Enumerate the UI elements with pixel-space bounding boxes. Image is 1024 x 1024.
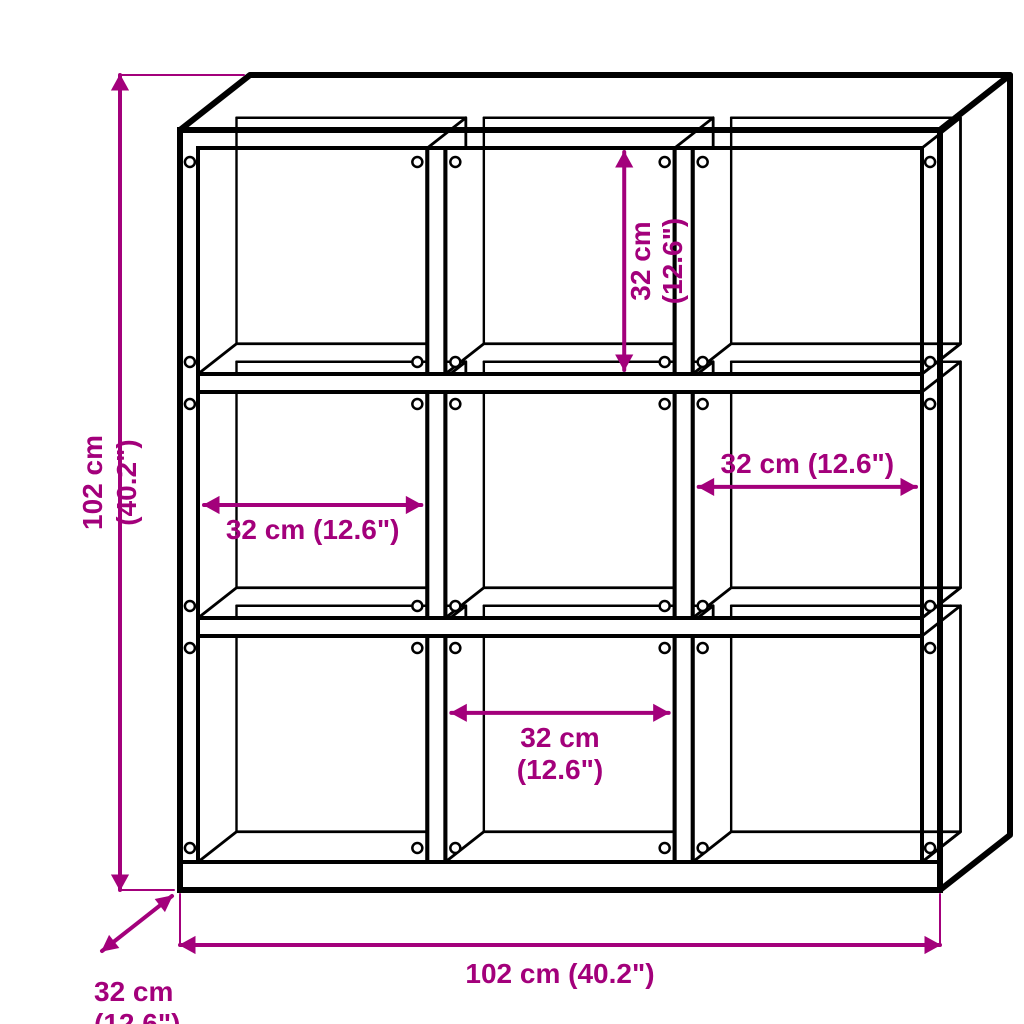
label-height-2: (40.2") [111,439,142,525]
label-cube-w-right: 32 cm (12.6") [721,448,895,479]
label-depth-2: (12.6") [94,1008,180,1024]
label-cube-h-2: (12.6") [657,218,688,304]
label-height: 102 cm [77,435,108,530]
label-width: 102 cm (40.2") [465,958,654,989]
label-depth: 32 cm [94,976,173,1007]
label-cube-w-left: 32 cm (12.6") [226,514,400,545]
label-cube-w-bottom-2: (12.6") [517,754,603,785]
label-cube-h: 32 cm [625,221,656,300]
label-cube-w-bottom: 32 cm [520,722,599,753]
